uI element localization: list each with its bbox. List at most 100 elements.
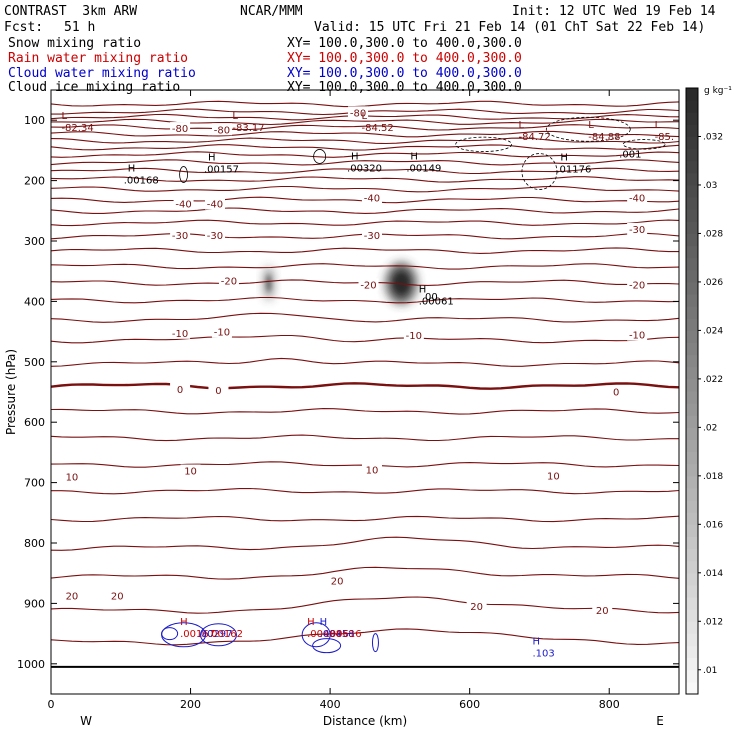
colorbar-swatch: [686, 354, 698, 368]
colorbar-tick-label-3: .016: [703, 520, 723, 530]
contour-label-bg: [403, 329, 424, 342]
x-tick-label-800: 800: [599, 698, 620, 711]
field-rain-xy: XY= 100.0,300.0 to 400.0,300.0: [287, 51, 522, 66]
colorbar-swatch: [686, 100, 698, 113]
y-tick-label-100: 100: [24, 114, 45, 127]
contour-label-26: 20: [111, 592, 124, 603]
cloud-max-value-2: .00162: [208, 629, 243, 640]
isotherm-line: [51, 176, 679, 183]
colorbar-unit: g kg⁻¹: [704, 86, 732, 96]
cloud-water-contour-4: [301, 622, 331, 648]
colorbar-tick-label-10: .03: [703, 181, 717, 191]
x-tick-label-600: 600: [459, 698, 480, 711]
colorbar-swatch: [686, 342, 698, 356]
cloud-max-value-5: .00616: [327, 629, 362, 640]
colorbar-swatch: [686, 487, 698, 501]
contour-label-bg: [204, 197, 225, 210]
temp-min-value-2: -84.52: [362, 123, 394, 134]
contour-label-bg: [606, 385, 627, 398]
contour-label-bg: [107, 589, 128, 602]
cloud-max-letter-0: H: [180, 617, 188, 628]
cloud-ice-contour-2: [521, 153, 558, 190]
ice-max-letter-0: H: [128, 164, 136, 175]
contour-label-bg: [348, 106, 369, 119]
isotherm-line: [51, 434, 679, 442]
header-org: NCAR/MMM: [240, 4, 303, 19]
field-cloud-xy: XY= 100.0,300.0 to 400.0,300.0: [287, 66, 522, 81]
contour-label-bg: [543, 469, 564, 482]
contour-label-27: 20: [331, 576, 344, 587]
colorbar-tick-label-9: .028: [703, 229, 723, 239]
cloud-ice-contour-1: [545, 116, 631, 142]
isotherm-line: [51, 487, 679, 495]
colorbar-swatch: [686, 197, 698, 210]
colorbar-tick-label-0: .01: [703, 666, 717, 676]
colorbar-tick-label-11: .032: [703, 132, 723, 142]
ice-max-letter-2: H: [351, 151, 359, 162]
contour-label-bg: [361, 228, 382, 241]
y-tick-label-500: 500: [24, 356, 45, 369]
colorbar-swatch: [686, 245, 698, 259]
colorbar-swatch: [686, 584, 698, 598]
y-tick-label-400: 400: [24, 295, 45, 308]
temp-min-value-1: -83.17: [232, 123, 264, 134]
isotherm-line: [51, 628, 679, 646]
contour-label-13: -20: [629, 280, 645, 291]
temp-min-value-4: -84.88: [588, 132, 620, 143]
contour-label-21: 10: [66, 473, 79, 484]
cloud-max-letter-3: H: [307, 617, 315, 628]
contour-label-28: 20: [470, 602, 483, 613]
isotherm-line: [51, 118, 679, 126]
cloud-max-value-1: .00297: [198, 629, 233, 640]
cloud-water-contour-3: [312, 638, 342, 654]
colorbar-swatch: [686, 391, 698, 404]
contour-label-7: -30: [172, 231, 188, 242]
isotherm-line: [51, 207, 679, 214]
temp-min-value-3: -84.72: [519, 132, 551, 143]
colorbar-swatch: [686, 427, 698, 440]
contour-label-bg: [627, 191, 648, 204]
colorbar-swatch: [686, 524, 698, 537]
colorbar-swatch: [686, 209, 698, 222]
colorbar-swatch: [686, 439, 698, 453]
isotherm-line: [51, 312, 679, 323]
cloud-max-value-4: .00458: [320, 629, 355, 640]
contour-label-19: 0: [215, 386, 221, 397]
ice-max-value-4: .01176: [556, 165, 591, 176]
colorbar-swatch: [686, 257, 698, 271]
contour-label-11: -20: [221, 276, 237, 287]
contour-label-8: -30: [207, 231, 223, 242]
contour-label-bg: [466, 599, 487, 612]
contour-label-bg: [327, 574, 348, 587]
contour-label-bg: [170, 228, 191, 241]
isotherm-line: [51, 566, 679, 580]
x-end-label-west: W: [80, 714, 92, 728]
colorbar-swatch: [686, 184, 698, 198]
colorbar-tick-label-6: .022: [703, 375, 723, 385]
contour-label-17: -10: [629, 331, 645, 342]
colorbar-swatch: [686, 294, 698, 307]
contour-label-23: 10: [366, 465, 379, 476]
cloud-max-letter-4: H: [320, 617, 328, 628]
colorbar-swatch: [686, 548, 698, 562]
isotherm-line: [51, 382, 679, 390]
field-rain-name: Rain water mixing ratio: [8, 51, 189, 66]
temp-min-letter-3: L: [519, 120, 525, 131]
contour-label-bg: [218, 274, 239, 287]
isotherm-line: [51, 185, 679, 193]
contour-label-29: 20: [596, 606, 609, 617]
colorbar-swatch: [686, 572, 698, 586]
colorbar-swatch: [686, 306, 698, 319]
colorbar-swatch: [686, 536, 698, 550]
contour-label-25: 20: [66, 592, 79, 603]
x-tick-label-200: 200: [180, 698, 201, 711]
isotherm-line: [51, 334, 679, 344]
field-ice-xy: XY= 100.0,300.0 to 400.0,300.0: [287, 80, 522, 95]
colorbar-swatch: [686, 645, 698, 659]
field-snow-xy: XY= 100.0,300.0 to 400.0,300.0: [287, 36, 522, 51]
ice-max-value-0: .00168: [124, 176, 159, 187]
y-tick-label-1000: 1000: [17, 658, 45, 671]
x-tick-label-0: 0: [48, 698, 55, 711]
contour-label-bg: [361, 463, 382, 476]
